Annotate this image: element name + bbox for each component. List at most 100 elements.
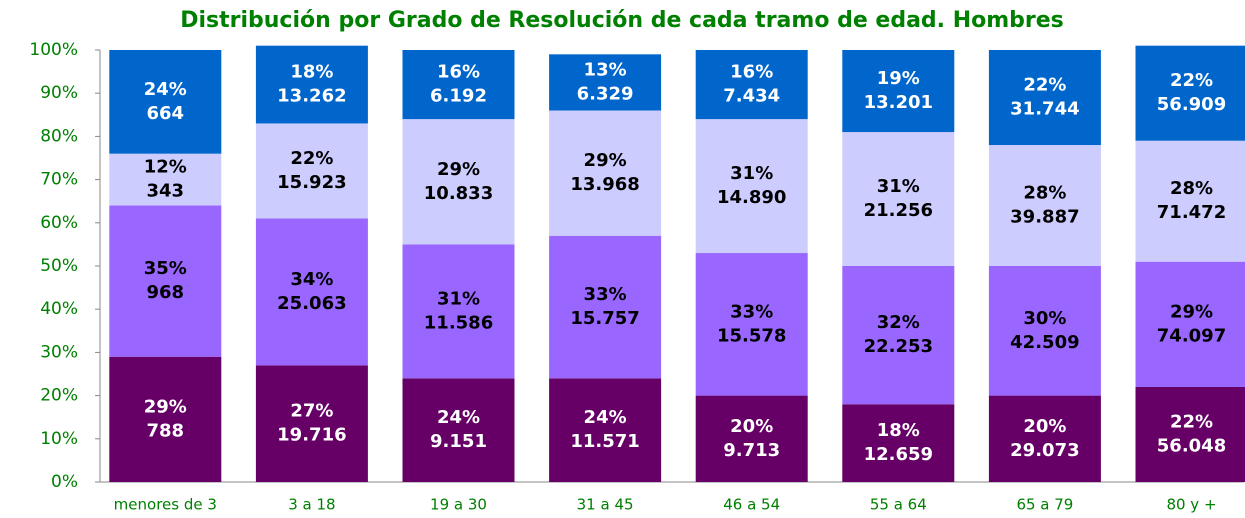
y-tick-label: 50% bbox=[40, 256, 78, 276]
bar-segment bbox=[255, 365, 368, 482]
data-label: 29% bbox=[437, 159, 480, 180]
count-label: 968 bbox=[147, 282, 185, 303]
data-label: 31% bbox=[730, 163, 773, 184]
bar-segment bbox=[402, 378, 515, 482]
bar-segment bbox=[109, 356, 222, 482]
count-label: 39.887 bbox=[1010, 207, 1079, 228]
data-label: 32% bbox=[877, 312, 920, 333]
count-label: 15.578 bbox=[717, 325, 786, 346]
x-tick-label: 3 a 18 bbox=[288, 496, 335, 514]
count-label: 22.253 bbox=[864, 336, 933, 357]
y-tick-label: 60% bbox=[40, 213, 78, 233]
count-label: 21.256 bbox=[864, 200, 933, 221]
count-label: 6.192 bbox=[430, 86, 487, 107]
count-label: 9.713 bbox=[723, 440, 780, 461]
data-label: 20% bbox=[1023, 416, 1066, 437]
count-label: 56.048 bbox=[1157, 435, 1226, 456]
bar-segment bbox=[255, 218, 368, 366]
data-label: 28% bbox=[1170, 178, 1213, 199]
y-tick-label: 70% bbox=[40, 170, 78, 190]
x-tick-label: 80 y + bbox=[1166, 496, 1216, 514]
data-label: 16% bbox=[730, 62, 773, 83]
y-tick-label: 80% bbox=[40, 126, 78, 146]
bar-segment bbox=[549, 110, 662, 236]
bar-segment bbox=[255, 45, 368, 124]
count-label: 42.509 bbox=[1010, 332, 1079, 353]
bar-segment bbox=[695, 50, 808, 120]
count-label: 15.923 bbox=[277, 172, 346, 193]
count-label: 12.659 bbox=[864, 444, 933, 465]
bar-segment bbox=[842, 404, 955, 482]
x-tick-label: 19 a 30 bbox=[430, 496, 487, 514]
bar-segment bbox=[402, 119, 515, 245]
data-label: 18% bbox=[877, 420, 920, 441]
data-label: 30% bbox=[1023, 308, 1066, 329]
x-tick-label: menores de 3 bbox=[114, 496, 217, 514]
chart-title: Distribución por Grado de Resolución de … bbox=[180, 8, 1064, 33]
bar-segment bbox=[255, 123, 368, 219]
count-label: 6.329 bbox=[577, 83, 634, 104]
count-label: 11.586 bbox=[424, 312, 493, 333]
bar-segment bbox=[988, 395, 1101, 482]
bar-segment bbox=[109, 50, 222, 154]
y-tick-label: 30% bbox=[40, 342, 78, 362]
count-label: 13.968 bbox=[570, 174, 639, 195]
bar-segment bbox=[988, 266, 1101, 396]
bar-segment bbox=[695, 253, 808, 396]
data-label: 31% bbox=[437, 288, 480, 309]
y-tick-label: 90% bbox=[40, 83, 78, 103]
data-label: 33% bbox=[730, 301, 773, 322]
data-label: 34% bbox=[290, 269, 333, 290]
bar-segment bbox=[402, 244, 515, 379]
count-label: 788 bbox=[147, 420, 185, 441]
x-tick-label: 31 a 45 bbox=[577, 496, 634, 514]
count-label: 71.472 bbox=[1157, 202, 1226, 223]
data-label: 20% bbox=[730, 416, 773, 437]
count-label: 29.073 bbox=[1010, 440, 1079, 461]
bar-segment bbox=[549, 54, 662, 111]
bar-segment bbox=[842, 50, 955, 133]
y-tick-label: 20% bbox=[40, 386, 78, 406]
count-label: 13.262 bbox=[277, 86, 346, 107]
data-label: 24% bbox=[144, 79, 187, 100]
data-label: 29% bbox=[1170, 301, 1213, 322]
data-label: 19% bbox=[877, 68, 920, 89]
data-label: 16% bbox=[437, 62, 480, 83]
x-tick-label: 46 a 54 bbox=[723, 496, 780, 514]
data-label: 24% bbox=[584, 407, 627, 428]
bar-segment bbox=[842, 266, 955, 405]
bar-segment bbox=[402, 50, 515, 120]
count-label: 31.744 bbox=[1010, 99, 1079, 120]
data-label: 22% bbox=[1170, 70, 1213, 91]
bar-segment bbox=[1135, 45, 1245, 141]
count-label: 74.097 bbox=[1157, 325, 1226, 346]
y-tick-label: 100% bbox=[29, 40, 78, 60]
count-label: 14.890 bbox=[717, 187, 786, 208]
data-label: 35% bbox=[144, 258, 187, 279]
data-label: 24% bbox=[437, 407, 480, 428]
bar-segment bbox=[1135, 140, 1245, 262]
data-label: 29% bbox=[144, 396, 187, 417]
data-label: 13% bbox=[584, 59, 627, 80]
count-label: 13.201 bbox=[864, 92, 933, 113]
count-label: 11.571 bbox=[570, 431, 639, 452]
data-label: 22% bbox=[1023, 75, 1066, 96]
y-tick-label: 40% bbox=[40, 299, 78, 319]
data-label: 27% bbox=[290, 401, 333, 422]
count-label: 664 bbox=[147, 103, 185, 124]
data-label: 33% bbox=[584, 284, 627, 305]
x-tick-label: 55 a 64 bbox=[870, 496, 927, 514]
data-label: 29% bbox=[584, 150, 627, 171]
bar-segment bbox=[695, 395, 808, 482]
bar-segment bbox=[988, 145, 1101, 266]
count-label: 15.757 bbox=[570, 308, 639, 329]
bar-segment bbox=[842, 132, 955, 266]
count-label: 7.434 bbox=[723, 86, 780, 107]
bar-segment bbox=[549, 378, 662, 482]
data-label: 22% bbox=[1170, 411, 1213, 432]
data-label: 22% bbox=[290, 148, 333, 169]
count-label: 10.833 bbox=[424, 183, 493, 204]
count-label: 25.063 bbox=[277, 293, 346, 314]
x-tick-label: 65 a 79 bbox=[1016, 496, 1073, 514]
